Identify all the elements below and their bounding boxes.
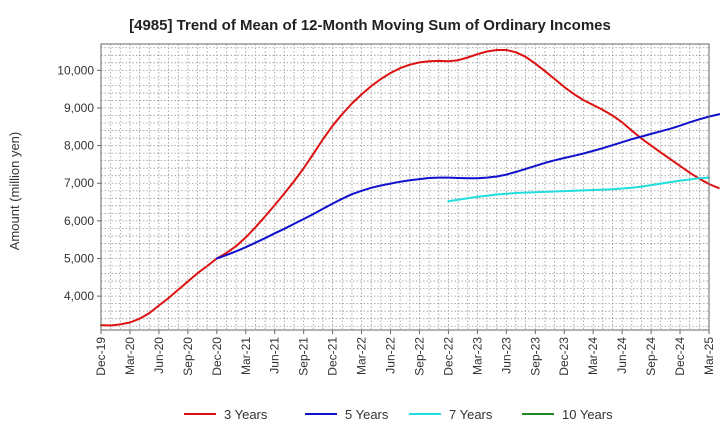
- series-line-7-years: [447, 176, 710, 203]
- x-tick-label: Sep-22: [412, 337, 426, 376]
- chart-title: [4985] Trend of Mean of 12-Month Moving …: [129, 17, 611, 34]
- x-tick-label: Sep-20: [181, 337, 195, 376]
- x-tick-label: Sep-24: [644, 337, 658, 376]
- x-tick-label: Mar-20: [123, 337, 137, 375]
- legend-label-7-years: 7 Years: [449, 407, 493, 422]
- legend-label-3-years: 3 Years: [224, 407, 268, 422]
- x-tick-label: Dec-20: [210, 337, 224, 376]
- x-tick-label: Mar-25: [702, 337, 716, 375]
- y-axis-label: Amount (million yen): [7, 132, 22, 251]
- x-tick-label: Dec-22: [441, 337, 455, 376]
- series-line-3-years: [100, 49, 720, 327]
- y-tick-label: 6,000: [64, 214, 94, 228]
- x-tick-label: Mar-24: [586, 337, 600, 375]
- y-tick-label: 8,000: [64, 139, 94, 153]
- x-tick-label: Jun-24: [615, 337, 629, 374]
- y-tick-label: 4,000: [64, 289, 94, 303]
- y-tick-labels: 4,000 5,000 6,000 7,000 8,000 9,000 10,000: [57, 63, 101, 303]
- x-tick-label: Sep-23: [528, 337, 542, 376]
- legend-label-10-years: 10 Years: [562, 407, 613, 422]
- grid: [101, 44, 709, 330]
- y-tick-label: 7,000: [64, 176, 94, 190]
- x-tick-label: Jun-21: [268, 337, 282, 374]
- x-tick-label: Mar-22: [355, 337, 369, 375]
- y-tick-label: 5,000: [64, 252, 94, 266]
- series-line-5-years: [215, 113, 720, 260]
- y-tick-label: 10,000: [57, 63, 94, 77]
- x-tick-label: Dec-24: [673, 337, 687, 376]
- x-tick-label: Mar-23: [470, 337, 484, 375]
- legend-label-5-years: 5 Years: [345, 407, 389, 422]
- x-tick-label: Dec-21: [326, 337, 340, 376]
- x-tick-label: Dec-19: [94, 337, 108, 376]
- x-tick-label: Dec-23: [557, 337, 571, 376]
- x-tick-labels: Dec-19 Mar-20 Jun-20 Sep-20 Dec-20 Mar-21 Jun-…: [94, 330, 716, 376]
- plot-frame: [100, 43, 710, 331]
- x-tick-label: Jun-23: [499, 337, 513, 374]
- x-tick-label: Mar-21: [239, 337, 253, 375]
- x-tick-label: Jun-22: [384, 337, 398, 374]
- y-tick-label: 9,000: [64, 101, 94, 115]
- plot-area: [101, 44, 709, 330]
- series-lines: [100, 49, 720, 327]
- x-tick-label: Jun-20: [152, 337, 166, 374]
- legend: 3 Years 5 Years 7 Years 10 Years: [184, 407, 613, 422]
- x-tick-label: Sep-21: [297, 337, 311, 376]
